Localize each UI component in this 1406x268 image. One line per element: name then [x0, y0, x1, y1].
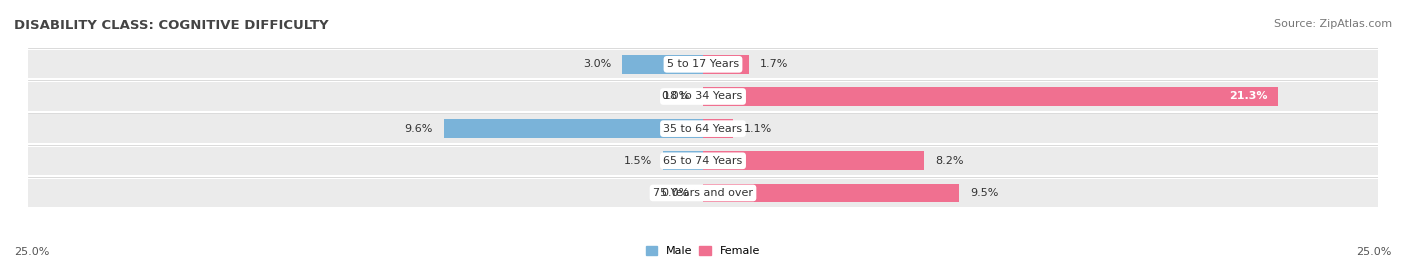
Text: 18 to 34 Years: 18 to 34 Years: [664, 91, 742, 102]
Text: 5 to 17 Years: 5 to 17 Years: [666, 59, 740, 69]
Text: 35 to 64 Years: 35 to 64 Years: [664, 124, 742, 134]
Bar: [444, 119, 703, 138]
Bar: [28, 114, 1378, 143]
Bar: [28, 82, 1378, 111]
Text: 0.0%: 0.0%: [661, 188, 689, 198]
Legend: Male, Female: Male, Female: [641, 241, 765, 260]
Text: 25.0%: 25.0%: [1357, 247, 1392, 257]
Bar: [28, 147, 1378, 175]
Text: 9.5%: 9.5%: [970, 188, 998, 198]
Text: 3.0%: 3.0%: [583, 59, 612, 69]
Text: 9.6%: 9.6%: [405, 124, 433, 134]
Bar: [703, 119, 733, 138]
Bar: [703, 151, 924, 170]
Text: 0.0%: 0.0%: [661, 91, 689, 102]
Text: Source: ZipAtlas.com: Source: ZipAtlas.com: [1274, 19, 1392, 29]
Text: 1.1%: 1.1%: [744, 124, 772, 134]
Text: 1.5%: 1.5%: [623, 156, 652, 166]
Bar: [621, 55, 703, 74]
Text: 21.3%: 21.3%: [1229, 91, 1267, 102]
Text: DISABILITY CLASS: COGNITIVE DIFFICULTY: DISABILITY CLASS: COGNITIVE DIFFICULTY: [14, 19, 329, 32]
Text: 25.0%: 25.0%: [14, 247, 49, 257]
Bar: [703, 55, 749, 74]
Bar: [662, 151, 703, 170]
Text: 75 Years and over: 75 Years and over: [652, 188, 754, 198]
Text: 1.7%: 1.7%: [759, 59, 789, 69]
Bar: [703, 87, 1278, 106]
Bar: [28, 179, 1378, 207]
Bar: [703, 184, 959, 202]
Bar: [28, 50, 1378, 79]
Text: 8.2%: 8.2%: [935, 156, 963, 166]
Text: 65 to 74 Years: 65 to 74 Years: [664, 156, 742, 166]
